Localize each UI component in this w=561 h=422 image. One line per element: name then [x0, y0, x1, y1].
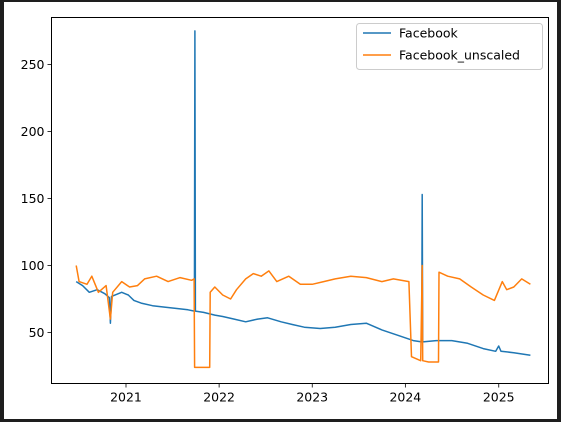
y-tick-label: 150	[21, 191, 45, 206]
y-tick-label: 100	[21, 258, 45, 273]
x-tick-label: 2023	[296, 390, 328, 405]
line-chart: 2021 2022 2023 2024 2025 50 100 150 200 250 Face…	[21, 17, 549, 405]
x-tick-label: 2025	[483, 390, 515, 405]
x-tick-label: 2021	[110, 390, 142, 405]
series-line-facebook-unscaled	[75, 264, 531, 369]
legend: Facebook Facebook_unscaled	[356, 23, 543, 70]
y-tick-label: 200	[21, 124, 45, 139]
plot-frame	[51, 17, 549, 384]
x-tick-label: 2022	[203, 390, 235, 405]
legend-label-facebook: Facebook	[399, 26, 458, 41]
x-tick-label: 2024	[389, 390, 421, 405]
chart-figure: 2021 2022 2023 2024 2025 50 100 150 200 250 Face…	[4, 2, 557, 419]
series-line-facebook	[75, 30, 531, 357]
legend-box	[356, 23, 543, 70]
y-tick-label: 250	[21, 57, 45, 72]
legend-label-facebook-unscaled: Facebook_unscaled	[399, 48, 520, 63]
y-tick-label: 50	[29, 325, 45, 340]
